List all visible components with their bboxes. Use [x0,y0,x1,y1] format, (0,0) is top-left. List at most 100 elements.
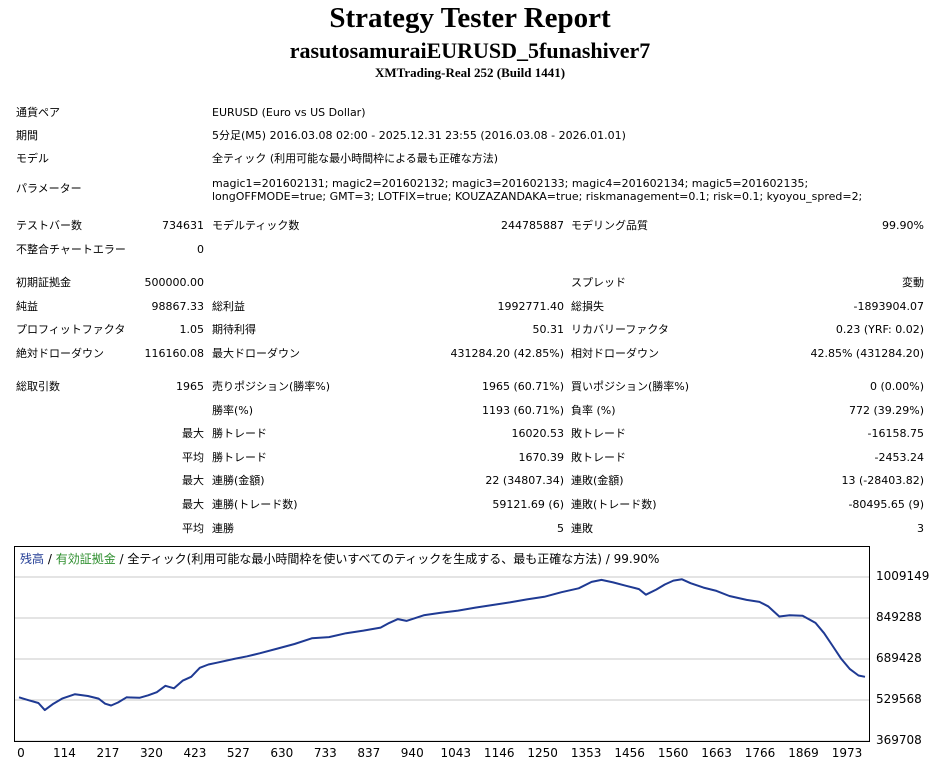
gross-loss-label: 総損失 [571,300,604,313]
x-tick-label: 630 [270,746,294,760]
legend-separator: / [44,552,56,566]
gross-loss-value: -1893904.07 [853,300,924,313]
x-tick-label: 1560 [657,746,689,760]
x-tick-label: 1250 [527,746,558,760]
max-drawdown-label: 最大ドローダウン [212,347,300,360]
profit-factor-value: 1.05 [179,323,205,336]
average-loss-value: -2453.24 [874,451,924,464]
y-tick-label: 1009149 [876,569,930,583]
max-consecutive-wins-label: 連勝(金額) [212,474,265,487]
x-tick-label: 423 [183,746,207,760]
y-tick-label: 369708 [876,733,922,747]
average-loss-label: 敗トレード [571,451,626,464]
max-consecutive-wins-value: 22 (34807.34) [485,474,564,487]
short-positions-value: 1965 (60.71%) [481,380,564,393]
max-consecutive-profit-label: 連勝(トレード数) [212,498,298,511]
average-consecutive-losses-label: 連敗 [571,522,593,535]
symbol-value: EURUSD (Euro vs US Dollar) [212,106,366,119]
x-tick-label: 1766 [744,746,776,760]
net-profit-label: 純益 [16,300,38,313]
x-tick-label: 1869 [788,746,819,760]
largest-win-label: 勝トレード [212,427,267,440]
loss-rate-label: 負率 (%) [571,404,616,417]
recovery-factor-label: リカバリーファクタ [571,323,669,336]
x-tick-label: 217 [96,746,120,760]
x-tick-label: 1663 [701,746,732,760]
x-tick-label: 1973 [831,746,863,760]
y-tick-label: 849288 [876,610,922,624]
x-tick-label: 733 [313,746,337,760]
x-tick-label: 320 [139,746,163,760]
mismatch-value: 0 [197,243,204,256]
x-tick-label: 0 [17,746,25,760]
largest-prefix: 最大 [182,498,204,511]
x-tick-label: 1353 [570,746,602,760]
max-consecutive-loss-label: 連敗(トレード数) [571,498,657,511]
max-consecutive-losses-value: 13 (-28403.82) [841,474,924,487]
total-trades-label: 総取引数 [16,380,60,393]
parameters-value: magic1=201602131; magic2=201602132; magi… [212,177,863,203]
largest-prefix: 最大 [182,427,204,440]
bars-value: 734631 [162,219,204,232]
ticks-label: モデルティック数 [212,219,300,232]
long-positions-label: 買いポジション(勝率%) [571,380,690,393]
legend-separator: / [115,552,128,566]
deposit-label: 初期証拠金 [16,276,71,289]
x-tick-label: 527 [226,746,250,760]
symbol-label: 通貨ペア [16,106,60,119]
report-title: Strategy Tester Report [329,2,611,34]
relative-drawdown-label: 相対ドローダウン [571,347,659,360]
profit-factor-label: プロフィットファクタ [16,323,126,336]
total-trades-value: 1965 [176,380,204,393]
average-consecutive-losses-value: 3 [917,522,924,535]
relative-drawdown-value: 42.85% (431284.20) [810,347,924,360]
long-positions-value: 0 (0.00%) [869,380,924,393]
quality-label: モデリング品質 [571,219,648,232]
x-tick-label: 114 [53,746,76,760]
largest-loss-value: -16158.75 [867,427,924,440]
x-tick-label: 1043 [440,746,472,760]
average-win-label: 勝トレード [212,451,267,464]
spread-value: 変動 [902,276,924,289]
average-consecutive-wins-value: 5 [557,522,564,535]
absolute-drawdown-value: 116160.08 [144,347,205,360]
net-profit-value: 98867.33 [151,300,205,313]
average-win-value: 1670.39 [518,451,565,464]
loss-rate-value: 772 (39.29%) [848,404,924,417]
model-value: 全ティック (利用可能な最小時間枠による最も正確な方法) [212,152,499,165]
mismatch-label: 不整合チャートエラー [16,243,126,256]
absolute-drawdown-label: 絶対ドローダウン [16,347,104,360]
spread-label: スプレッド [571,276,626,289]
legend-equity: 有効証拠金 [55,552,116,566]
expected-payoff-label: 期待利得 [212,323,256,336]
chart-legend: 残高 / 有効証拠金 / 全ティック(利用可能な最小時間枠を使いすべてのティック… [20,550,659,567]
y-tick-label: 529568 [876,692,922,706]
y-tick-label: 689428 [876,651,922,665]
max-drawdown-value: 431284.20 (42.85%) [450,347,564,360]
max-consecutive-loss-value: -80495.65 (9) [848,498,924,511]
x-tick-label: 940 [400,746,424,760]
gross-profit-label: 総利益 [212,300,245,313]
average-prefix: 平均 [182,522,204,535]
bars-label: テストバー数 [16,219,82,232]
short-positions-label: 売りポジション(勝率%) [212,380,331,393]
max-consecutive-losses-label: 連敗(金額) [571,474,624,487]
max-consecutive-profit-value: 59121.69 (6) [492,498,564,511]
model-label: モデル [16,152,49,165]
period-label: 期間 [16,129,38,142]
parameters-label: パラメーター [16,182,82,195]
average-consecutive-wins-label: 連勝 [212,522,234,535]
quality-value: 99.90% [882,219,924,232]
legend-balance: 残高 [20,552,45,566]
gross-profit-value: 1992771.40 [497,300,564,313]
largest-win-value: 16020.53 [511,427,565,440]
largest-prefix: 最大 [182,474,204,487]
recovery-factor-value: 0.23 (YRF: 0.02) [835,323,924,336]
server-build: XMTrading-Real 252 (Build 1441) [374,65,566,80]
deposit-value: 500000.00 [144,276,205,289]
expected-payoff-value: 50.31 [532,323,565,336]
average-prefix: 平均 [182,451,204,464]
ticks-value: 244785887 [501,219,564,232]
legend-model-description: 全ティック(利用可能な最小時間枠を使いすべてのティックを生成する、最も正確な方法… [127,552,660,566]
x-tick-label: 837 [357,746,381,760]
